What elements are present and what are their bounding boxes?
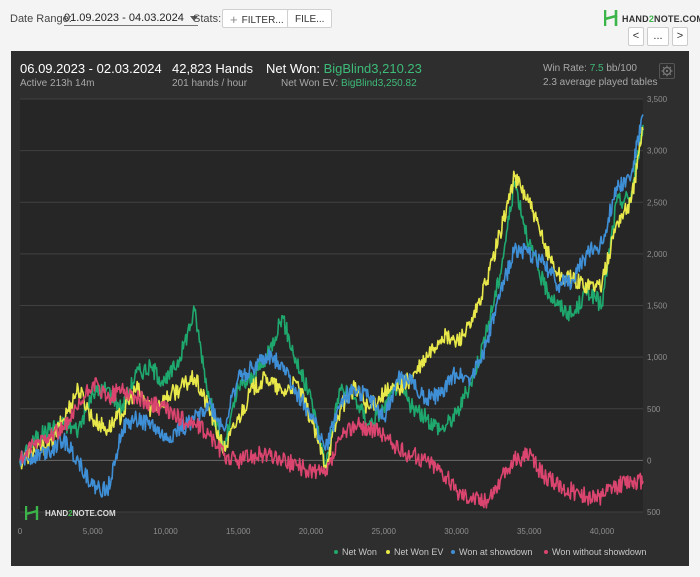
toolbar: Date Range: 01.09.2023 - 04.03.2024 Stat… bbox=[0, 0, 700, 46]
date-range-value: 01.09.2023 - 04.03.2024 bbox=[64, 12, 184, 24]
x-tick-label: 30,000 bbox=[444, 527, 469, 536]
date-range-label: Date Range: bbox=[10, 13, 72, 25]
summary-date-range: 06.09.2023 - 02.03.2024 bbox=[20, 61, 162, 76]
y-tick-label: 3,500 bbox=[647, 95, 668, 104]
chevron-down-icon bbox=[189, 15, 198, 21]
legend-label: Won without showdown bbox=[552, 547, 647, 557]
y-tick-label: 3,000 bbox=[647, 147, 668, 156]
y-tick-label: 500 bbox=[647, 405, 661, 414]
y-tick-label: 2,000 bbox=[647, 250, 668, 259]
legend-label: Net Won bbox=[342, 547, 377, 557]
filter-button[interactable]: + FILTER... bbox=[222, 9, 292, 28]
y-tick-label: 1,000 bbox=[647, 353, 668, 362]
y-tick-label: 500 bbox=[647, 508, 661, 517]
net-won-value: BigBlind3,210.23 bbox=[323, 61, 422, 76]
more-icon: ... bbox=[653, 30, 663, 42]
win-rate-label: Win Rate: bbox=[543, 63, 587, 74]
back-button[interactable]: < bbox=[628, 27, 644, 46]
x-tick-label: 0 bbox=[18, 527, 23, 536]
chevron-left-icon: < bbox=[632, 30, 640, 42]
net-won-ev-value: BigBlind3,250.82 bbox=[341, 78, 417, 89]
legend-dot-icon bbox=[334, 550, 338, 554]
chevron-right-icon: > bbox=[676, 30, 684, 42]
series-line-won-at-showdown bbox=[19, 114, 644, 498]
more-button[interactable]: ... bbox=[647, 27, 669, 46]
legend-label: Won at showdown bbox=[459, 547, 533, 557]
x-tick-label: 25,000 bbox=[371, 527, 396, 536]
close-button[interactable]: > bbox=[672, 27, 688, 46]
watermark-text: HAND2NOTE.COM bbox=[45, 509, 116, 518]
stats-label: Stats: bbox=[193, 13, 222, 25]
watermark-h-icon bbox=[25, 506, 39, 520]
date-range-select[interactable]: 01.09.2023 - 04.03.2024 bbox=[64, 12, 198, 26]
summary-win-rate: Win Rate: 7.5 bb/100 bbox=[543, 63, 637, 74]
logo-text: HAND2NOTE.COM bbox=[622, 14, 700, 24]
logo-h-icon bbox=[604, 10, 618, 26]
win-rate-value: 7.5 bbox=[589, 63, 604, 74]
y-tick-label: 2,500 bbox=[647, 198, 668, 207]
settings-button[interactable] bbox=[659, 63, 675, 79]
x-tick-label: 15,000 bbox=[226, 527, 251, 536]
x-tick-label: 35,000 bbox=[517, 527, 542, 536]
filter-label: FILTER... bbox=[241, 15, 284, 26]
win-rate-unit: bb/100 bbox=[606, 63, 637, 74]
legend-item-net-won[interactable]: Net Won bbox=[334, 547, 377, 557]
summary-hands-rate: 201 hands / hour bbox=[172, 78, 248, 89]
summary-hands: 42,823 Hands bbox=[172, 61, 253, 76]
y-tick-label: 0 bbox=[647, 456, 652, 465]
graph-panel: 3,500 3,000 2,500 2,000 1,500 1,000 500 0 500 0 5,… bbox=[11, 51, 689, 566]
file-button[interactable]: FILE... bbox=[287, 9, 333, 28]
plus-icon: + bbox=[230, 12, 238, 27]
x-tick-label: 40,000 bbox=[590, 527, 615, 536]
x-tick-label: 10,000 bbox=[153, 527, 178, 536]
profit-chart: 3,500 3,000 2,500 2,000 1,500 1,000 500 0 500 0 5,… bbox=[18, 95, 668, 536]
legend-item-net-won-ev[interactable]: Net Won EV bbox=[386, 547, 443, 557]
summary-active-time: Active 213h 14m bbox=[20, 78, 95, 89]
net-won-ev-label: Net Won EV: bbox=[281, 78, 339, 89]
y-tick-label: 1,500 bbox=[647, 302, 668, 311]
legend-dot-icon bbox=[386, 550, 390, 554]
legend-item-no-showdown[interactable]: Won without showdown bbox=[544, 547, 646, 557]
legend-dot-icon bbox=[544, 550, 548, 554]
series-line-won-without-showdown bbox=[19, 377, 644, 509]
x-tick-label: 5,000 bbox=[83, 527, 104, 536]
summary-net-won: Net Won: BigBlind3,210.23 bbox=[266, 61, 422, 76]
legend-dot-icon bbox=[451, 550, 455, 554]
legend-label: Net Won EV bbox=[394, 547, 444, 557]
summary-net-won-ev: Net Won EV: BigBlind3,250.82 bbox=[281, 78, 417, 89]
gear-icon bbox=[661, 65, 673, 77]
file-label: FILE... bbox=[295, 14, 325, 25]
summary-tables: 2.3 average played tables bbox=[543, 77, 658, 88]
net-won-label: Net Won: bbox=[266, 61, 320, 76]
legend-item-showdown[interactable]: Won at showdown bbox=[451, 547, 532, 557]
x-tick-label: 20,000 bbox=[299, 527, 324, 536]
